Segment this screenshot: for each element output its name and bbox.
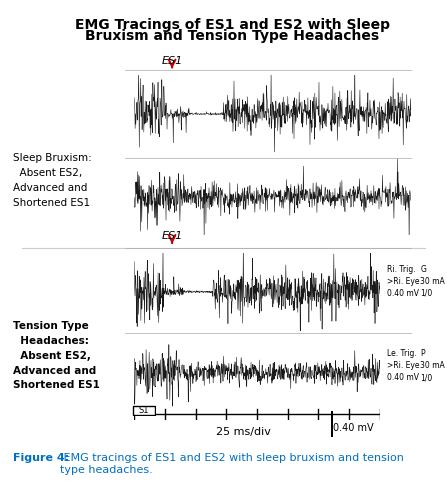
Text: 25 ms/div: 25 ms/div [216, 427, 271, 437]
Text: Le. Trig.
>Ri. Eye
0.40 mV: Le. Trig. >Ri. Eye 0.40 mV [387, 349, 419, 382]
Text: Ri. Trig.
>Ri. Eye
0.40 mV: Ri. Trig. >Ri. Eye 0.40 mV [387, 265, 419, 298]
FancyBboxPatch shape [133, 406, 155, 415]
Text: EMG tracings of ES1 and ES2 with sleep bruxism and tension
type headaches.: EMG tracings of ES1 and ES2 with sleep b… [60, 453, 404, 475]
Text: 0.40 mV: 0.40 mV [333, 423, 374, 433]
Text: ES1: ES1 [161, 231, 183, 241]
Text: Sleep Bruxism:
  Absent ES2,
Advanced and
Shortened ES1: Sleep Bruxism: Absent ES2, Advanced and … [13, 153, 92, 207]
Text: G
30 mA
1/0: G 30 mA 1/0 [420, 265, 445, 298]
Text: Tension Type
  Headaches:
  Absent ES2,
Advanced and
Shortened ES1: Tension Type Headaches: Absent ES2, Adva… [13, 321, 100, 390]
Text: S1: S1 [139, 406, 149, 415]
Text: EMG Tracings of ES1 and ES2 with Sleep: EMG Tracings of ES1 and ES2 with Sleep [75, 18, 390, 32]
Text: Figure 4:: Figure 4: [13, 453, 70, 463]
Text: Bruxism and Tension Type Headaches: Bruxism and Tension Type Headaches [85, 29, 380, 43]
Text: ES1: ES1 [161, 56, 183, 66]
Text: P
30 mA
1/0: P 30 mA 1/0 [420, 349, 445, 382]
